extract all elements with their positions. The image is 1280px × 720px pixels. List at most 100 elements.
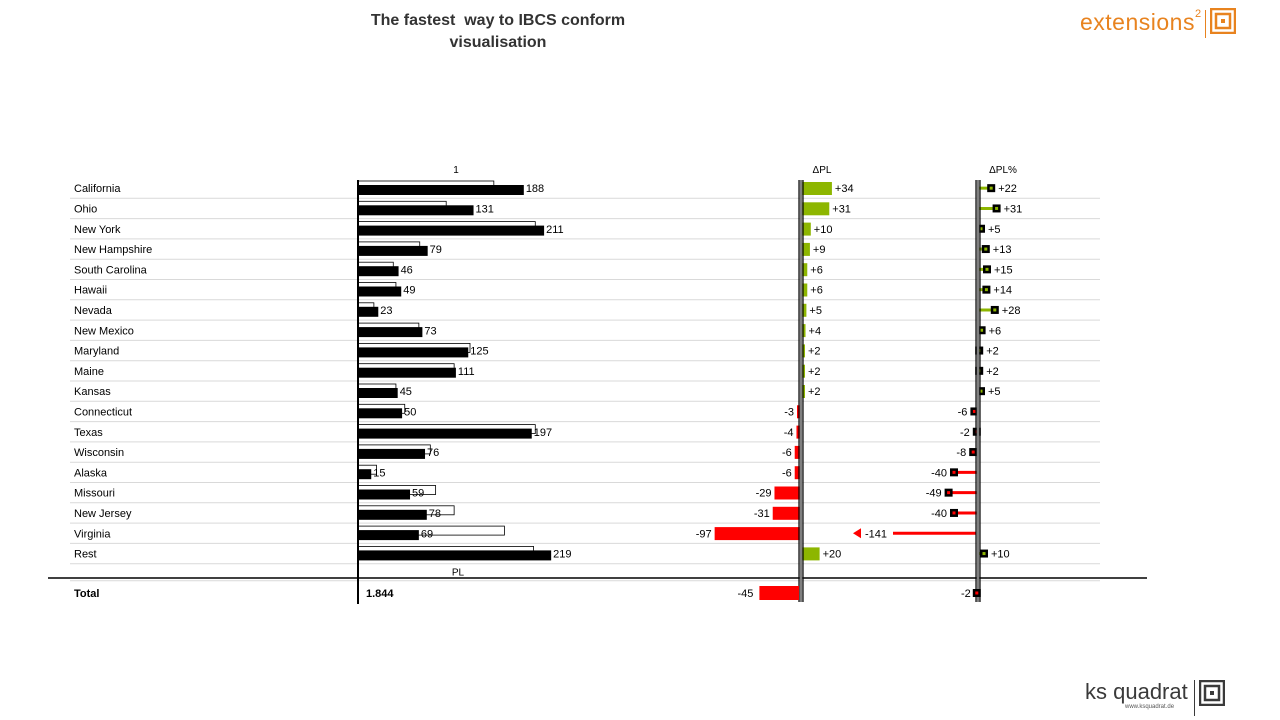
actual-value-label: 79 [430, 244, 442, 256]
delta-pct-value-label: -49 [926, 488, 942, 500]
category-label: Maryland [74, 346, 119, 358]
delta-value-label: +5 [809, 305, 822, 317]
delta-pct-pin-core [979, 227, 983, 231]
actual-value-label: 131 [476, 203, 494, 215]
category-label: Texas [74, 427, 103, 439]
actual-value-label: 188 [526, 183, 544, 195]
actual-value-label: 78 [429, 508, 441, 520]
delta-pct-pin-core [982, 552, 986, 556]
category-label: South Carolina [74, 264, 148, 276]
delta-pct-value-label: +22 [998, 183, 1017, 195]
total-delta-pct-label: -2 [961, 588, 971, 600]
delta-pct-pin-core [952, 470, 956, 474]
total-value: 1.844 [366, 588, 394, 600]
actual-bar [358, 530, 419, 541]
delta-bar [802, 283, 808, 297]
delta-pct-value-label: -141 [865, 528, 887, 540]
delta-value-label: -6 [782, 467, 792, 479]
delta-value-label: +34 [835, 183, 854, 195]
delta-pct-pin-core [971, 450, 975, 454]
actual-bar [358, 327, 423, 338]
delta-pct-value-label: +15 [994, 264, 1013, 276]
delta-bar [714, 527, 800, 541]
delta-pct-value-label: +28 [1002, 305, 1021, 317]
actual-value-label: 50 [404, 406, 416, 418]
delta-value-label: +4 [809, 325, 822, 337]
delta-pct-value-label: +31 [1004, 203, 1023, 215]
delta-value-label: +2 [808, 346, 821, 358]
delta-value-label: +9 [813, 244, 826, 256]
delta-pct-pin-core [984, 247, 988, 251]
delta-bar [774, 486, 800, 500]
total-delta-bar [759, 586, 799, 600]
delta-pct-value-label: +5 [988, 224, 1001, 236]
delta-value-label: +6 [810, 264, 823, 276]
actual-value-label: 73 [424, 325, 436, 337]
actual-bar [358, 550, 552, 561]
delta-value-label: -4 [784, 427, 794, 439]
category-label: Alaska [74, 467, 108, 479]
category-label: New York [74, 224, 121, 236]
total-delta-pct-pin-core [975, 591, 979, 595]
delta-pct-pin-core [984, 288, 988, 292]
category-label: Maine [74, 366, 104, 378]
actual-bar [358, 448, 426, 459]
delta-pct-value-label: +10 [991, 549, 1010, 561]
delta-column-header: ΔPL [813, 165, 832, 176]
category-label: New Hampshire [74, 244, 152, 256]
delta-bar [794, 445, 800, 459]
actual-value-label: 15 [373, 467, 385, 479]
delta-pct-pin-core [985, 267, 989, 271]
category-label: Missouri [74, 488, 115, 500]
category-label: Virginia [74, 528, 111, 540]
actual-value-label: 197 [534, 427, 552, 439]
actual-bar [358, 286, 402, 297]
actual-bar [358, 469, 372, 480]
delta-pct-value-label: +13 [993, 244, 1012, 256]
delta-pct-pin-core [972, 409, 976, 413]
delta-value-label: +2 [808, 386, 821, 398]
actual-value-label: 45 [400, 386, 412, 398]
category-label: Nevada [74, 305, 113, 317]
delta-pct-value-label: +6 [989, 325, 1002, 337]
delta-bar [802, 263, 808, 277]
extensions-logo-text: extensions [1080, 9, 1195, 35]
delta-pct-pin-core [995, 206, 999, 210]
delta-value-label: +20 [823, 549, 842, 561]
actual-value-label: 111 [458, 366, 475, 378]
delta-bar [802, 303, 807, 317]
actual-bar [358, 306, 379, 317]
delta-pct-value-label: +2 [986, 366, 999, 378]
actual-bar [358, 428, 532, 439]
delta-bar [772, 506, 800, 520]
delta-bar [802, 222, 811, 236]
delta-value-label: -29 [756, 488, 772, 500]
ksquadrat-mark-icon [1210, 8, 1237, 34]
delta-pct-value-label: -8 [956, 447, 966, 459]
delta-bar [802, 547, 820, 561]
delta-pct-column-header: ΔPL% [989, 165, 1017, 176]
actual-bar [358, 225, 545, 236]
category-label: California [74, 183, 121, 195]
actual-value-label: 76 [427, 447, 439, 459]
actual-column-header: 1 [453, 165, 459, 176]
ksquadrat-logo-text: ks quadrat [1085, 679, 1188, 704]
delta-bar [794, 466, 800, 480]
category-label: Rest [74, 549, 97, 561]
delta-bar [802, 182, 832, 195]
actual-bar [358, 408, 403, 419]
delta-pct-value-label: -6 [958, 406, 968, 418]
delta-pct-value-label: -40 [931, 508, 947, 520]
extensions-logo: extensions 2 [1080, 8, 1237, 38]
category-label: Wisconsin [74, 447, 124, 459]
total-label: Total [74, 588, 99, 600]
logo-divider [1193, 680, 1195, 716]
actual-value-label: 23 [380, 305, 392, 317]
delta-pct-value-label: +5 [988, 386, 1001, 398]
delta-bar [796, 425, 800, 439]
delta-pct-value-label: -40 [931, 467, 947, 479]
delta-pct-value-label: +2 [986, 346, 999, 358]
delta-bar [802, 242, 810, 256]
actual-value-label: 46 [401, 264, 413, 276]
